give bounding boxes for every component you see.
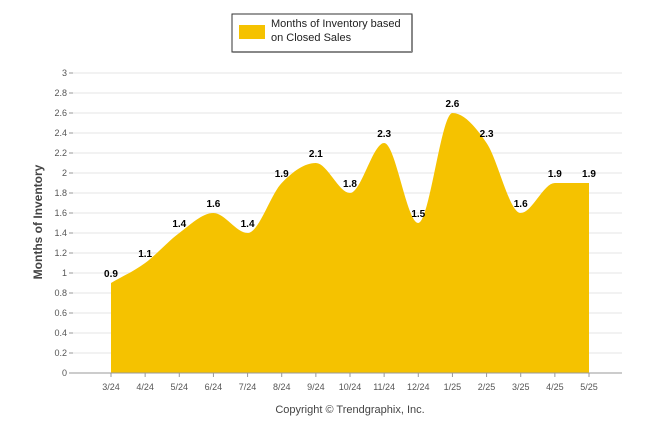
x-tick-label: 10/24 [339,382,362,392]
y-axis-title: Months of Inventory [31,164,45,279]
x-tick-label: 12/24 [407,382,430,392]
y-tick-label: 2.6 [54,108,67,118]
data-label: 1.6 [206,199,220,210]
y-tick-label: 0 [62,368,67,378]
y-tick-label: 3 [62,68,67,78]
y-tick-label: 1 [62,268,67,278]
data-label: 1.5 [411,209,425,220]
x-tick-label: 4/25 [546,382,564,392]
x-tick-label: 9/24 [307,382,325,392]
data-label: 1.9 [582,169,596,180]
data-label: 2.1 [309,149,323,160]
legend-swatch [239,25,265,39]
data-label: 1.9 [275,169,289,180]
y-axis-ticks: 0 0.2 0.4 0.6 0.8 1 1.2 1.4 1.6 1.8 2 2.2 2.4 2.6 2.8 3 [54,68,73,378]
x-axis-ticks: 3/24 4/24 5/24 6/24 7/24 8/24 9/24 10/24 11/24 12… [102,373,598,392]
x-tick-label: 3/25 [512,382,530,392]
data-label: 2.6 [445,99,459,110]
y-tick-label: 1.4 [54,228,67,238]
x-tick-label: 11/24 [373,382,395,392]
x-tick-label: 4/24 [136,382,154,392]
x-tick-label: 7/24 [239,382,257,392]
y-tick-label: 2.8 [54,88,67,98]
y-tick-label: 2.4 [54,128,67,138]
x-tick-label: 2/25 [478,382,496,392]
y-tick-label: 2.2 [54,148,67,158]
legend-label-line-1: Months of Inventory based [271,18,401,30]
data-label: 1.1 [138,249,152,260]
y-tick-label: 0.6 [54,308,67,318]
x-tick-label: 5/24 [171,382,189,392]
y-tick-label: 0.8 [54,288,67,298]
area-series [111,113,589,373]
y-tick-label: 1.6 [54,208,67,218]
legend-label-line-2: on Closed Sales [271,32,352,44]
x-tick-label: 5/25 [580,382,598,392]
data-label: 2.3 [480,129,494,140]
data-label: 0.9 [104,269,118,280]
x-tick-label: 1/25 [444,382,462,392]
x-tick-label: 8/24 [273,382,291,392]
data-labels: 0.9 1.1 1.4 1.6 1.4 1.9 2.1 1.8 2.3 1.5 2.6 2.3 1.6 1… [104,99,596,280]
data-label: 2.3 [377,129,391,140]
copyright-footer: Copyright © Trendgraphix, Inc. [275,404,424,416]
data-label: 1.6 [514,199,528,210]
legend: Months of Inventory based on Closed Sale… [231,13,413,53]
y-tick-label: 2 [62,168,67,178]
data-label: 1.4 [241,219,255,230]
data-label: 1.4 [172,219,186,230]
data-label: 1.9 [548,169,562,180]
x-tick-label: 6/24 [205,382,223,392]
data-label: 1.8 [343,179,357,190]
y-tick-label: 1.2 [54,248,67,258]
y-tick-label: 0.2 [54,348,67,358]
x-tick-label: 3/24 [102,382,120,392]
y-tick-label: 1.8 [54,188,67,198]
y-tick-label: 0.4 [54,328,67,338]
